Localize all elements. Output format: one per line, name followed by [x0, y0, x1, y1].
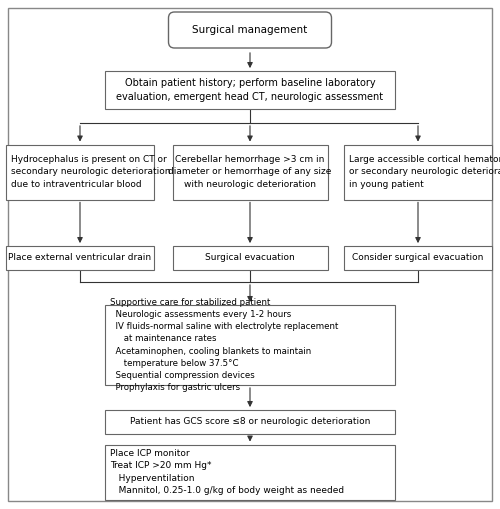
FancyBboxPatch shape — [344, 246, 492, 270]
FancyBboxPatch shape — [105, 444, 395, 499]
FancyBboxPatch shape — [6, 246, 154, 270]
Text: Surgical management: Surgical management — [192, 25, 308, 35]
FancyBboxPatch shape — [172, 145, 328, 200]
FancyBboxPatch shape — [172, 246, 328, 270]
FancyBboxPatch shape — [105, 305, 395, 385]
Text: Patient has GCS score ≤8 or neurologic deterioration: Patient has GCS score ≤8 or neurologic d… — [130, 417, 370, 427]
Text: Hydrocephalus is present on CT or
secondary neurologic deterioration
due to intr: Hydrocephalus is present on CT or second… — [11, 155, 170, 189]
Text: Surgical evacuation: Surgical evacuation — [205, 253, 295, 263]
FancyBboxPatch shape — [105, 71, 395, 109]
FancyBboxPatch shape — [344, 145, 492, 200]
Text: Supportive care for stabilized patient
  Neurologic assessments every 1-2 hours
: Supportive care for stabilized patient N… — [110, 298, 338, 392]
Text: Place ICP monitor
Treat ICP >20 mm Hg*
   Hyperventilation
   Mannitol, 0.25-1.0: Place ICP monitor Treat ICP >20 mm Hg* H… — [110, 449, 344, 495]
Text: Cerebellar hemorrhage >3 cm in
diameter or hemorrhage of any size
with neurologi: Cerebellar hemorrhage >3 cm in diameter … — [168, 155, 332, 189]
Text: Place external ventricular drain: Place external ventricular drain — [8, 253, 152, 263]
FancyBboxPatch shape — [168, 12, 332, 48]
FancyBboxPatch shape — [105, 410, 395, 434]
Text: Consider surgical evacuation: Consider surgical evacuation — [352, 253, 484, 263]
Text: Large accessible cortical hematoma
or secondary neurologic deterioration
in youn: Large accessible cortical hematoma or se… — [349, 155, 500, 189]
Text: Obtain patient history; perform baseline laboratory
evaluation, emergent head CT: Obtain patient history; perform baseline… — [116, 78, 384, 102]
FancyBboxPatch shape — [6, 145, 154, 200]
